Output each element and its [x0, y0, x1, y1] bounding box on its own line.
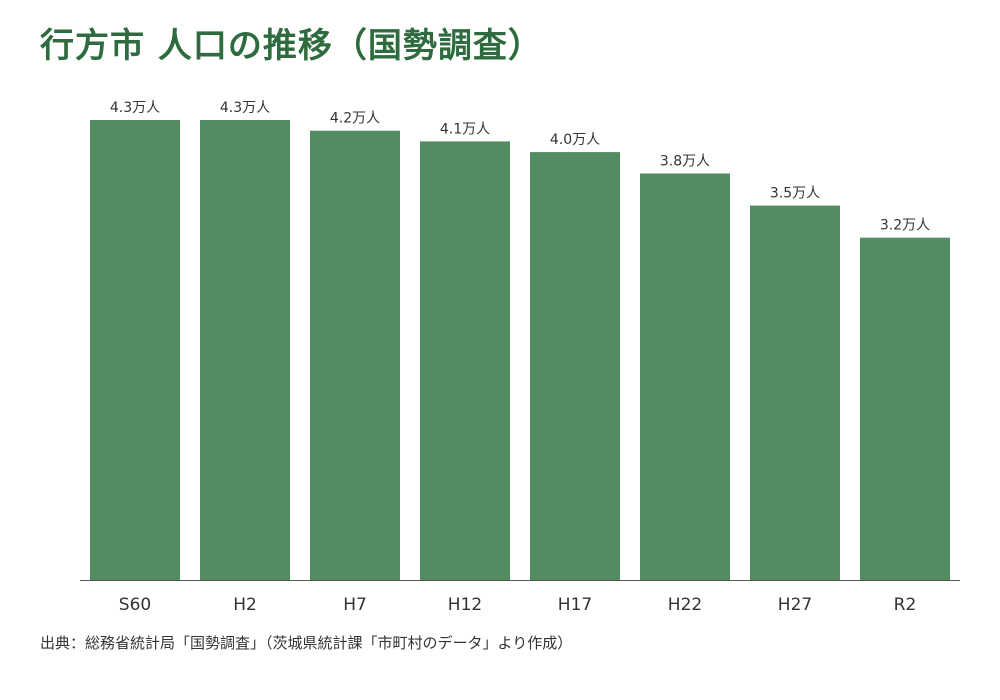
bar-H7: [310, 130, 400, 580]
bar-H27: [750, 205, 840, 580]
data-label: 3.5万人: [770, 186, 820, 202]
x-tick-label: H17: [558, 595, 592, 615]
data-label: 4.3万人: [220, 100, 270, 116]
data-label: 3.2万人: [880, 218, 930, 234]
bar-H22: [640, 173, 730, 580]
x-tick-label: H27: [778, 595, 812, 615]
x-tick-label: R2: [894, 595, 917, 615]
source-note: 出典：総務省統計局「国勢調査」（茨城県統計課「市町村のデータ」より作成）: [40, 634, 573, 652]
data-label: 4.3万人: [110, 100, 160, 116]
chart-title: 行方市 人口の推移（国勢調査）: [40, 26, 543, 66]
x-tick-label: H12: [448, 595, 482, 615]
data-label: 3.8万人: [660, 153, 710, 169]
bar-H12: [420, 141, 510, 580]
bar-S60: [90, 120, 180, 580]
bar-R2: [860, 237, 950, 580]
labels-group: 4.3万人 S60 4.3万人 H2 4.2万人 H7 4.1万人 H12 4.0万人 H17 3.…: [110, 100, 930, 615]
bar-H2: [200, 120, 290, 580]
bars-group: [90, 120, 950, 580]
x-tick-label: H2: [233, 595, 257, 615]
x-tick-label: S60: [119, 595, 151, 615]
x-tick-label: H7: [343, 595, 367, 615]
bar-H17: [530, 152, 620, 580]
data-label: 4.0万人: [550, 132, 600, 148]
data-label: 4.1万人: [440, 121, 490, 137]
x-tick-label: H22: [668, 595, 702, 615]
data-label: 4.2万人: [330, 111, 380, 127]
